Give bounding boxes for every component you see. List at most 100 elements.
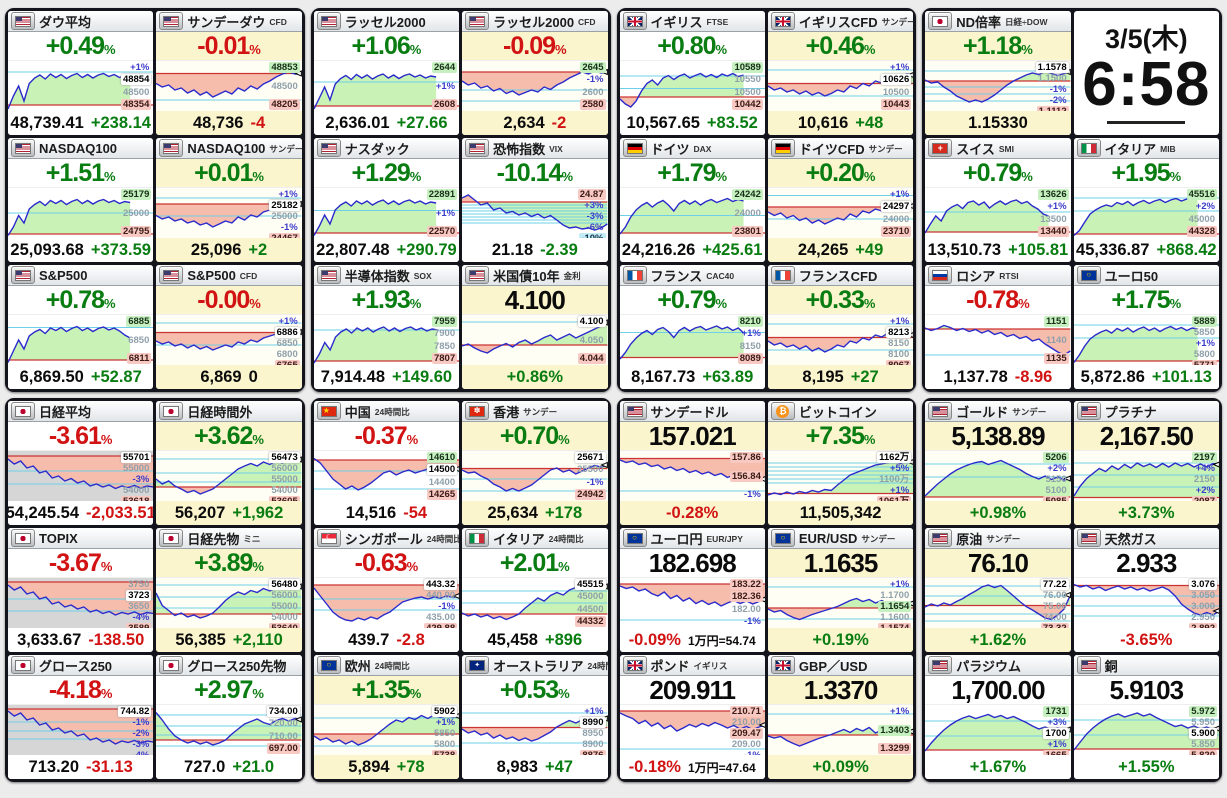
market-panel-eurjpy[interactable]: ○ ユーロ円 EUR/JPY 182.698 183.22 182.36 182.0…	[619, 528, 765, 652]
market-panel-sp500[interactable]: S&P500 +0.78% 6885 6850 6811 6,869.50 +52.8…	[8, 265, 154, 389]
market-panel-europe-24h[interactable]: ○ 欧州 24時間比 +1.35% 5902+1%585058005738 5,…	[313, 655, 460, 779]
flag-button[interactable]	[770, 266, 795, 284]
market-panel-sox[interactable]: 半導体指数 SOX +1.93% 7959 7900 7850 7807 7,914.…	[313, 265, 460, 389]
market-panel-swiss-smi[interactable]: + スイス SMI +0.79% 13626 +1% 13500 13440 13,5…	[925, 138, 1071, 262]
market-panel-singapore-24h[interactable]: ☾ シンガポール 24時間比 -0.63% 443.32 440.00 -1% 435…	[313, 528, 460, 652]
market-panel-germany-dax[interactable]: ドイツ DAX +1.79% 24242 24000 23801 24,216.26…	[619, 138, 765, 262]
flag-button[interactable]: ○	[1076, 266, 1101, 284]
market-panel-eurusd-sunday[interactable]: ○ EUR/USD サンデー 1.1635 +1% 1.1700 1.1654 1.1…	[767, 528, 914, 652]
flag-button[interactable]	[770, 656, 795, 674]
price-and-change: 713.20 -31.13	[8, 755, 154, 779]
last-price: 24,216.26	[621, 240, 696, 259]
flag-button[interactable]	[928, 402, 953, 420]
market-panel-italy-mib[interactable]: イタリア MIB +1.95% 45516 +2% 45000 44328 45,33…	[1073, 138, 1219, 262]
flag-button[interactable]	[928, 12, 953, 30]
price-change: -8.96	[1014, 367, 1053, 386]
market-panel-nd-ratio[interactable]: ND倍率 日経÷DOW +1.18% 1.1578 1.1500 -1% -2% 1.1…	[925, 11, 1071, 135]
flag-button[interactable]	[622, 402, 647, 420]
market-panel-gbp-pound[interactable]: ポンド イギリス 209.911 210.71 210.00 209.47 209.0…	[619, 655, 765, 779]
flag-button[interactable]	[465, 266, 490, 284]
flag-button[interactable]	[1076, 402, 1101, 420]
flag-button[interactable]	[465, 12, 490, 30]
market-panel-russell2000-cfd[interactable]: ラッセル2000 CFD -0.09% 2645 -1% 2600 2580 2,63…	[462, 11, 608, 135]
flag-button[interactable]	[159, 266, 184, 284]
flag-button[interactable]	[622, 139, 647, 157]
flag-button[interactable]	[928, 529, 953, 547]
flag-button[interactable]: ○	[770, 529, 795, 547]
flag-button[interactable]	[11, 402, 35, 420]
market-panel-crude-oil-sunday[interactable]: 原油 サンデー 76.10 77.2276.0075.0074.0073.32 …	[925, 528, 1071, 652]
flag-button[interactable]	[770, 139, 795, 157]
flag-button[interactable]	[622, 12, 647, 30]
flag-button[interactable]: ✽	[465, 402, 490, 420]
market-panel-platinum[interactable]: プラチナ 2,167.50 2197+4%2150+2%2087 +3.73%	[1073, 401, 1219, 525]
flag-button[interactable]	[770, 12, 795, 30]
flag-button[interactable]	[159, 529, 184, 547]
flag-button[interactable]	[159, 656, 184, 674]
flag-button[interactable]	[11, 529, 35, 547]
market-panel-uk-cfd-sunday[interactable]: イギリスCFD サンデー +0.46% +1% 10626 10500 10443 1…	[767, 11, 914, 135]
market-panel-nasdaq100[interactable]: NASDAQ100 +1.51% 25179 25000 24795 25,093.…	[8, 138, 154, 262]
instrument-suffix: DAX	[693, 144, 712, 154]
flag-button[interactable]	[159, 402, 184, 420]
flag-button[interactable]: ○	[316, 656, 341, 674]
flag-button[interactable]	[622, 656, 647, 674]
flag-button[interactable]	[622, 266, 647, 284]
flag-button[interactable]	[465, 529, 490, 547]
market-panel-russell2000[interactable]: ラッセル2000 +1.06% 2644 +1% 2608 2,636.01 +27.…	[313, 11, 460, 135]
flag-button[interactable]	[316, 12, 341, 30]
market-panel-us10y[interactable]: 米国債10年 金利 4.100 4.100 4.050 4.044 +0.86%	[462, 265, 608, 389]
market-panel-uk-ftse[interactable]: イギリス FTSE +0.80% 10589 10550 10500 10442 10…	[619, 11, 765, 135]
market-panel-sunday-dow-cfd[interactable]: サンデーダウ CFD -0.01% 48853 48500 48205 48,736…	[156, 11, 302, 135]
market-panel-nikkei-afterhours[interactable]: 日経時間外 +3.62% 5647356000550005400053605 5…	[156, 401, 302, 525]
flag-button[interactable]	[465, 139, 490, 157]
flag-button[interactable]	[316, 139, 341, 157]
flag-button[interactable]	[1076, 529, 1101, 547]
flag-button[interactable]	[11, 266, 35, 284]
market-panel-growth250-futures[interactable]: グロース250先物 +2.97% 734.00 720.00 710.00 697.0…	[156, 655, 302, 779]
market-panel-growth250[interactable]: グロース250 -4.18% 744.82-1%-2%-3%-4%702.89 …	[8, 655, 154, 779]
flag-button[interactable]	[159, 12, 184, 30]
flag-button[interactable]	[928, 656, 953, 674]
market-panel-australia-24h[interactable]: ✦ オーストラリア 24時間比 +0.53% +1%89908950890088…	[462, 655, 608, 779]
market-panel-germany-cfd-sunday[interactable]: ドイツCFD サンデー +0.20% +1% 24297 24000 23710 24…	[767, 138, 914, 262]
market-panel-france-cac40[interactable]: フランス CAC40 +0.79% 8210 +1% 8150 8089 8,167.…	[619, 265, 765, 389]
market-panel-vix[interactable]: 恐怖指数 VIX -10.14% 24.87+3%-3%-6%-10%20.40…	[462, 138, 608, 262]
flag-button[interactable]: ○	[622, 529, 647, 547]
flag-button[interactable]: +	[928, 139, 953, 157]
market-panel-nikkei-futures-mini[interactable]: 日経先物 ミニ +3.89% 5648056000550005400053640…	[156, 528, 302, 652]
market-panel-gbpusd[interactable]: GBP／USD 1.3370 +1% 1.3403 1.3299 +0.09%	[767, 655, 914, 779]
flag-button[interactable]: ☾	[316, 529, 341, 547]
market-panel-dow[interactable]: ダウ平均 +0.49% +1% 48854 48500 48354 48,739.41…	[8, 11, 154, 135]
flag-button[interactable]	[159, 139, 184, 157]
market-panel-china-24h[interactable]: ★ 中国 24時間比 -0.37% 14610 14500 14400 14265 1…	[313, 401, 460, 525]
flag-button[interactable]: ✦	[465, 656, 490, 674]
flag-button[interactable]: ★	[316, 402, 341, 420]
market-panel-hongkong-sunday[interactable]: ✽ 香港 サンデー +0.70% 25671 25500 -1% 24942 25,6…	[462, 401, 608, 525]
market-panel-italy-24h[interactable]: イタリア 24時間比 +2.01% 45515 45000 44500 44332 4…	[462, 528, 608, 652]
market-panel-palladium[interactable]: パラジウム 1,700.00 1731+3%1700+1%1665 +1.67%	[925, 655, 1071, 779]
flag-button[interactable]	[1076, 656, 1101, 674]
market-panel-sunday-dollar[interactable]: サンデードル 157.021 157.86 156.84 -1% -0.28%	[619, 401, 765, 525]
last-price: 45,458	[487, 630, 538, 649]
instrument-name: 天然ガス	[1104, 531, 1157, 547]
market-panel-bitcoin[interactable]: ₿ ビットコイン +7.35% 1162万+5%1100万+1%1061万 11…	[767, 401, 914, 525]
flag-button[interactable]	[11, 12, 35, 30]
market-panel-nasdaq[interactable]: ナスダック +1.29% 22891 +1% 22570 22,807.48 +290…	[313, 138, 460, 262]
flag-button[interactable]	[316, 266, 341, 284]
market-panel-nasdaq100-sunday[interactable]: NASDAQ100 サンデー +0.01% +1%2518225000-1%24…	[156, 138, 302, 262]
market-panel-russia-rtsi[interactable]: ロシア RTSI -0.78% 1151 1140 1135 1,137.78 -8.…	[925, 265, 1071, 389]
flag-button[interactable]	[928, 266, 953, 284]
market-panel-gold-sunday[interactable]: ゴールド サンデー 5,138.89 5206+2%515051005085 +…	[925, 401, 1071, 525]
flag-button[interactable]	[11, 656, 35, 674]
flag-button[interactable]	[11, 139, 35, 157]
flag-button[interactable]: ₿	[770, 402, 795, 420]
market-panel-sp500-cfd[interactable]: S&P500 CFD -0.00% +1%6886685068006765 6,…	[156, 265, 302, 389]
flag-button[interactable]	[1076, 139, 1101, 157]
market-panel-france-cfd[interactable]: フランスCFD +0.33% +1%8213815081008067 8,195…	[767, 265, 914, 389]
